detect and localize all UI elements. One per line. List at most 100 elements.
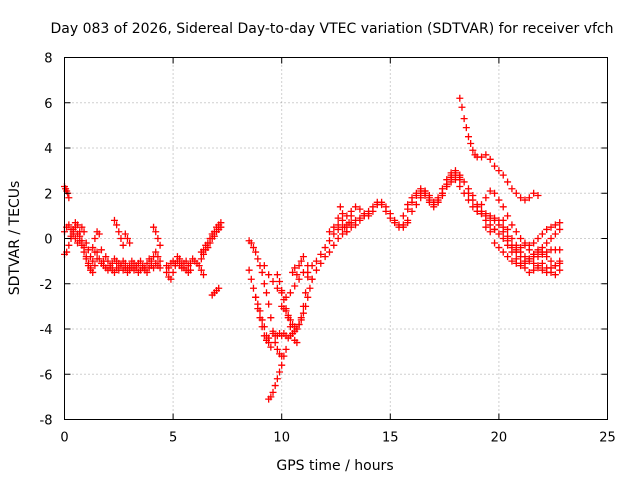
data-point xyxy=(269,388,277,396)
data-point xyxy=(556,257,564,265)
data-point xyxy=(330,230,338,238)
data-point xyxy=(382,203,390,211)
data-point xyxy=(460,178,468,186)
data-point xyxy=(156,241,164,249)
data-point xyxy=(508,235,516,242)
data-point xyxy=(521,253,529,261)
data-point xyxy=(247,275,255,283)
data-point xyxy=(508,185,516,193)
data-point xyxy=(123,235,131,242)
data-point xyxy=(121,264,129,272)
data-point xyxy=(339,210,347,218)
data-point xyxy=(197,255,205,263)
data-point xyxy=(126,239,134,247)
series-segment-18-2 xyxy=(456,94,542,204)
data-point xyxy=(486,155,494,163)
data-point xyxy=(521,196,529,204)
data-point xyxy=(534,235,542,242)
data-point xyxy=(447,171,455,179)
y-tick-label: 8 xyxy=(44,52,52,67)
data-point xyxy=(289,330,297,338)
data-point xyxy=(186,259,194,267)
data-point xyxy=(299,309,307,317)
data-point xyxy=(538,244,546,252)
data-point xyxy=(273,284,281,292)
data-point xyxy=(291,282,299,290)
data-point xyxy=(178,259,186,267)
data-point xyxy=(551,221,559,229)
data-point xyxy=(543,268,551,276)
data-point xyxy=(249,244,257,252)
data-point xyxy=(430,198,438,206)
data-point xyxy=(260,262,268,270)
series-segment-10-2 xyxy=(260,262,312,301)
data-point xyxy=(200,246,208,254)
data-point xyxy=(464,133,472,141)
data-point xyxy=(113,221,121,229)
data-point xyxy=(517,235,525,242)
data-point xyxy=(421,187,429,195)
data-point xyxy=(543,239,551,247)
y-tick-label: 2 xyxy=(44,187,52,202)
data-point xyxy=(91,235,99,242)
data-point xyxy=(278,287,286,295)
data-point xyxy=(317,259,325,267)
data-point xyxy=(206,235,214,242)
data-point xyxy=(143,259,151,267)
data-point xyxy=(456,182,464,190)
data-point xyxy=(197,266,205,274)
data-point xyxy=(482,210,490,218)
data-point xyxy=(65,194,73,202)
data-point xyxy=(254,300,262,308)
x-tick-label: 25 xyxy=(599,431,616,446)
y-axis-label: SDTVAR / TECUs xyxy=(7,181,23,296)
data-point xyxy=(115,228,123,236)
data-point xyxy=(295,262,303,270)
data-point xyxy=(538,250,546,258)
data-point xyxy=(458,103,466,111)
data-point xyxy=(469,196,477,204)
data-point xyxy=(347,212,355,220)
data-point xyxy=(530,239,538,247)
data-point xyxy=(508,257,516,265)
data-point xyxy=(369,207,377,215)
data-point xyxy=(334,214,342,222)
data-point xyxy=(551,271,559,279)
data-point xyxy=(525,246,533,254)
data-point xyxy=(456,171,464,179)
data-point xyxy=(280,296,288,304)
data-point xyxy=(276,277,284,285)
data-point xyxy=(204,239,212,247)
data-point xyxy=(425,194,433,202)
data-point xyxy=(215,284,223,292)
data-point xyxy=(404,216,412,224)
data-point xyxy=(486,187,494,195)
data-point xyxy=(508,244,516,252)
data-point xyxy=(247,239,255,247)
data-point xyxy=(256,307,264,315)
data-point xyxy=(534,248,542,256)
y-tick-label: -4 xyxy=(40,323,53,338)
data-point xyxy=(210,228,218,236)
data-point xyxy=(245,266,253,274)
x-tick-labels: 0 5 10 15 20 25 xyxy=(60,431,615,446)
data-point xyxy=(443,182,451,190)
data-point xyxy=(365,212,373,220)
data-point xyxy=(495,221,503,229)
data-point xyxy=(252,293,260,301)
data-point xyxy=(482,216,490,224)
data-point xyxy=(325,237,333,245)
data-point xyxy=(169,268,177,276)
data-point xyxy=(97,246,105,254)
data-point xyxy=(373,201,381,209)
data-point xyxy=(325,248,333,256)
data-point xyxy=(176,255,184,263)
data-point xyxy=(491,214,499,222)
data-point xyxy=(499,228,507,236)
series-segment-17-1 xyxy=(417,178,455,206)
data-point xyxy=(312,266,320,274)
data-point xyxy=(473,207,481,215)
data-point xyxy=(267,314,275,322)
data-point xyxy=(547,223,555,231)
